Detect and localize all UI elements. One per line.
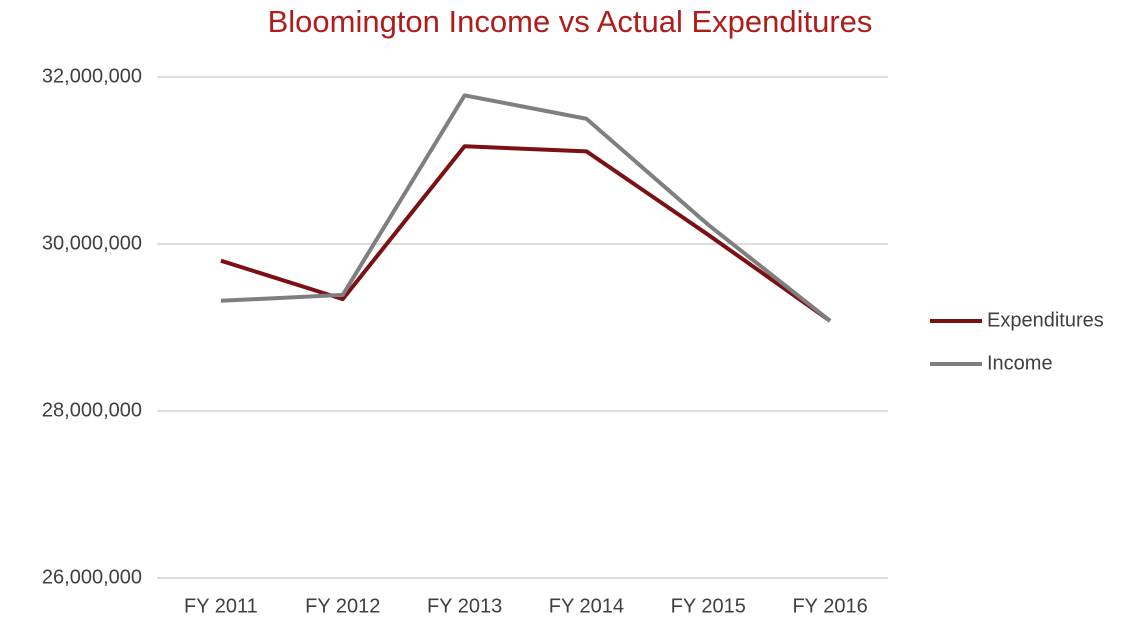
series-line: [220, 144, 832, 323]
y-tick-label: 28,000,000: [42, 399, 142, 421]
legend-label: Expenditures: [987, 309, 1104, 331]
x-tick-label: FY 2014: [549, 595, 624, 617]
x-tick-label: FY 2013: [427, 595, 502, 617]
x-tick-label: FY 2011: [184, 595, 258, 617]
y-tick-label: 26,000,000: [42, 566, 142, 588]
series-line: [220, 93, 832, 323]
chart-title: Bloomington Income vs Actual Expenditure…: [268, 4, 873, 39]
y-tick-label: 30,000,000: [42, 232, 142, 254]
x-tick-label: FY 2015: [671, 595, 746, 617]
y-tick-label: 32,000,000: [42, 65, 142, 87]
x-tick-label: FY 2016: [792, 595, 867, 617]
x-tick-label: FY 2012: [305, 595, 380, 617]
legend-label: Income: [987, 352, 1053, 374]
